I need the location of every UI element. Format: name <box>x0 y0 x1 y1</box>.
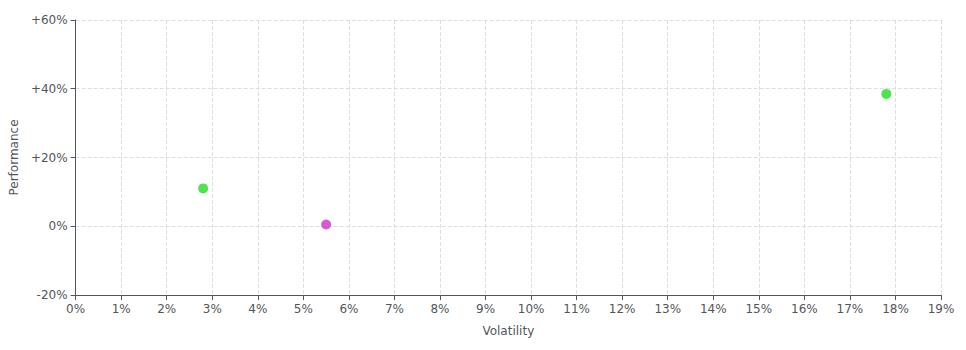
svg-text:-20%: -20% <box>37 288 68 302</box>
svg-text:15%: 15% <box>745 302 772 316</box>
svg-text:16%: 16% <box>791 302 818 316</box>
svg-text:+20%: +20% <box>31 151 68 165</box>
svg-text:8%: 8% <box>430 302 449 316</box>
svg-text:3%: 3% <box>203 302 222 316</box>
svg-text:18%: 18% <box>882 302 909 316</box>
svg-text:10%: 10% <box>518 302 545 316</box>
svg-text:+60%: +60% <box>31 13 68 27</box>
svg-text:7%: 7% <box>385 302 404 316</box>
svg-text:13%: 13% <box>654 302 681 316</box>
svg-text:19%: 19% <box>928 302 955 316</box>
svg-text:+40%: +40% <box>31 82 68 96</box>
svg-text:0%: 0% <box>49 219 68 233</box>
svg-text:5%: 5% <box>294 302 313 316</box>
svg-text:6%: 6% <box>339 302 358 316</box>
svg-text:0%: 0% <box>66 302 85 316</box>
svg-text:11%: 11% <box>563 302 590 316</box>
svg-text:2%: 2% <box>157 302 176 316</box>
svg-text:14%: 14% <box>700 302 727 316</box>
svg-text:Performance: Performance <box>7 119 21 195</box>
svg-text:12%: 12% <box>609 302 636 316</box>
svg-text:17%: 17% <box>837 302 864 316</box>
svg-text:4%: 4% <box>248 302 267 316</box>
svg-text:1%: 1% <box>112 302 131 316</box>
svg-text:Volatility: Volatility <box>482 324 534 338</box>
svg-text:9%: 9% <box>476 302 495 316</box>
